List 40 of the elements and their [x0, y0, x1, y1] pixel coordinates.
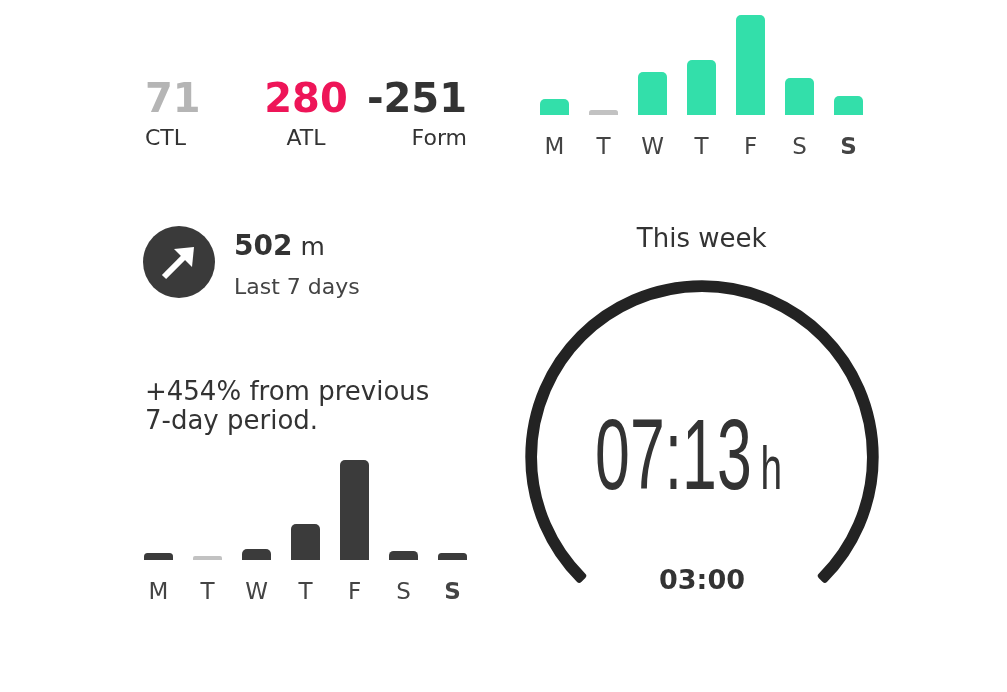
bar: [242, 549, 271, 560]
bar: [784, 78, 814, 115]
text: 07:13h: [594, 397, 782, 510]
data-label: 280: [264, 75, 348, 121]
bar: [291, 524, 320, 560]
x-tick-label: M: [544, 132, 564, 159]
chart-title: This week: [636, 222, 767, 253]
chart-title: +454% from previous 7-day period.: [145, 375, 431, 435]
data-label: -251: [366, 75, 467, 121]
bar: [686, 60, 716, 115]
data-label: 71: [145, 75, 201, 121]
bar: [340, 460, 369, 560]
x-tick-label: S: [839, 132, 857, 159]
bar: [389, 551, 418, 560]
bar: [833, 96, 863, 115]
x-tick-label: T: [692, 132, 709, 159]
text: 502 m: [234, 229, 325, 262]
bar: [193, 556, 222, 560]
bar: [539, 99, 569, 115]
bar: [438, 553, 467, 560]
x-tick-label: F: [743, 132, 757, 159]
x-tick-label: W: [245, 577, 268, 604]
category-label: CTL: [145, 124, 187, 153]
text: Last 7 days: [234, 273, 360, 301]
category-label: Form: [411, 124, 467, 153]
bar: [588, 110, 618, 115]
x-tick-label: T: [594, 132, 611, 159]
text: 03:00: [658, 563, 745, 595]
bar: [144, 553, 173, 560]
x-tick-label: F: [347, 577, 362, 604]
x-tick-label: S: [444, 577, 461, 604]
category-label: ATL: [286, 124, 326, 153]
x-tick-label: T: [199, 577, 216, 604]
x-tick-label: W: [640, 132, 664, 159]
bar: [637, 72, 667, 115]
x-tick-label: T: [297, 577, 314, 604]
x-tick-label: S: [396, 577, 411, 604]
x-tick-label: S: [791, 132, 807, 159]
x-tick-label: M: [148, 577, 169, 604]
bar: [735, 15, 765, 115]
